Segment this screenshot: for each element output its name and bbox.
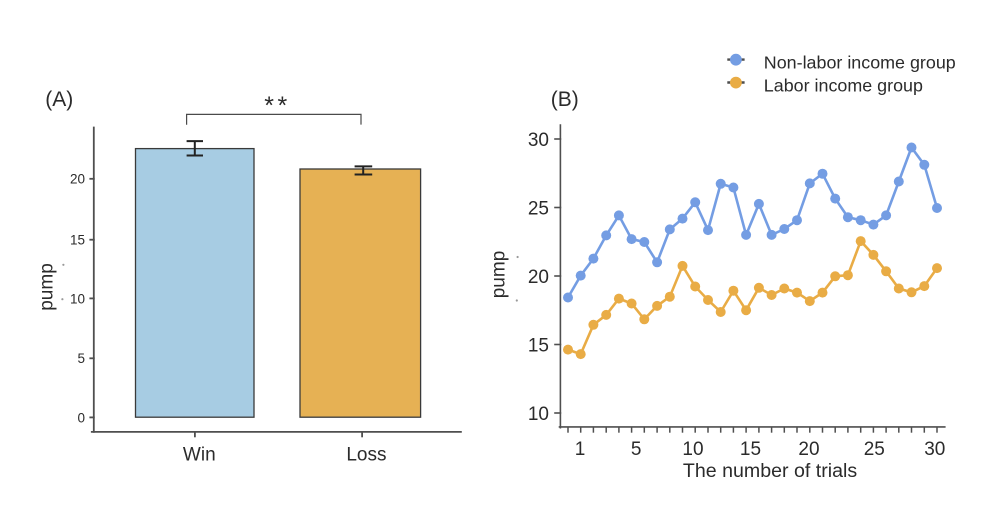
svg-text:20: 20 xyxy=(70,172,85,187)
svg-text:20: 20 xyxy=(528,267,549,288)
svg-text:5: 5 xyxy=(631,439,642,460)
svg-text:Loss: Loss xyxy=(346,445,386,466)
svg-text:**: ** xyxy=(264,92,290,120)
svg-text:The number of trials: The number of trials xyxy=(683,460,857,482)
svg-text:15: 15 xyxy=(70,233,85,248)
svg-text:25: 25 xyxy=(864,439,885,460)
svg-text:(A): (A) xyxy=(45,88,73,111)
svg-text:20: 20 xyxy=(798,439,819,460)
svg-text:(B): (B) xyxy=(551,88,579,111)
svg-text:25: 25 xyxy=(528,198,549,219)
svg-text:Labor income group: Labor income group xyxy=(764,76,923,96)
svg-text:10: 10 xyxy=(682,439,703,460)
svg-text:Win: Win xyxy=(183,445,216,466)
svg-text:15: 15 xyxy=(740,439,761,460)
svg-text:10: 10 xyxy=(528,404,549,425)
svg-text:5: 5 xyxy=(77,351,85,366)
svg-text:10: 10 xyxy=(70,291,85,306)
svg-text:Non-labor income group: Non-labor income group xyxy=(764,53,956,73)
svg-text:1: 1 xyxy=(575,439,586,460)
svg-text:pump: pump xyxy=(37,263,58,311)
svg-text:0: 0 xyxy=(77,410,85,425)
svg-text:15: 15 xyxy=(528,335,549,356)
svg-text:30: 30 xyxy=(528,130,549,151)
svg-text:pump: pump xyxy=(489,251,510,299)
svg-text:30: 30 xyxy=(924,439,945,460)
